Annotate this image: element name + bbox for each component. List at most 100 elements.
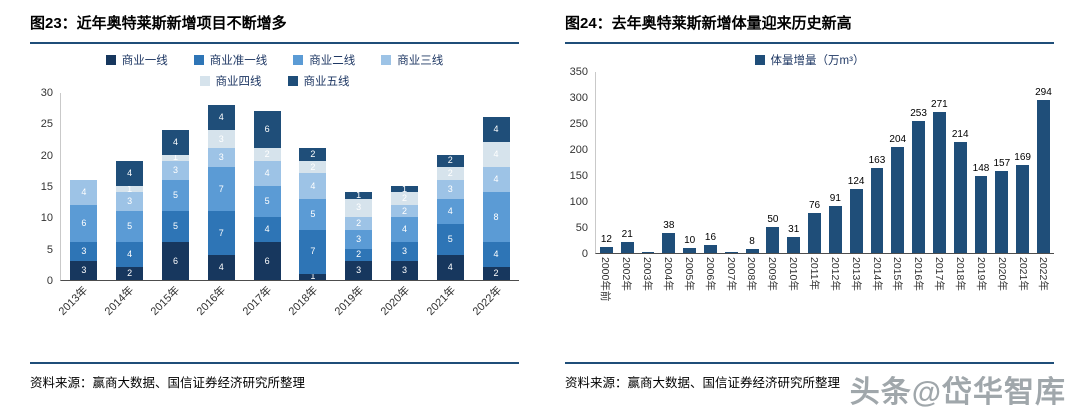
y-axis-tick-label: 300 <box>569 92 588 104</box>
y-axis-tick-label: 0 <box>581 248 588 260</box>
legend-swatch <box>105 55 116 65</box>
bar: 169 <box>1014 153 1031 253</box>
bar: 148 <box>973 164 989 253</box>
y-axis-tick-label: 250 <box>569 118 588 130</box>
bar-value-label: 204 <box>889 133 907 145</box>
legend-label: 商业二线 <box>309 55 356 67</box>
bar-stack: 2 4 5 3 1 4 <box>116 160 144 280</box>
bar-segment: 3 <box>390 242 418 262</box>
bar: 50 <box>766 215 780 253</box>
bar-segment-value: 3 <box>218 152 224 163</box>
bar-segment: 1 <box>116 183 144 194</box>
bar-segment-value: 5 <box>447 233 453 244</box>
x-axis-label: 2005年 <box>682 257 695 291</box>
bar-segment-value: 4 <box>127 249 133 260</box>
bar-segment-value: 1 <box>172 152 178 163</box>
figure-23-title: 图23：近年奥特莱斯新增项目不断增多 <box>30 12 519 44</box>
bar-segment: 4 <box>253 217 281 243</box>
bar-segment: 4 <box>253 160 281 187</box>
bar-segment-value: 2 <box>447 167 453 178</box>
bar-segment-value: 2 <box>264 149 270 160</box>
x-axis-label: 2014年 <box>103 284 137 318</box>
bar: 76 <box>808 201 821 253</box>
y-axis-tick-label: 5 <box>46 243 53 256</box>
chart-legend: 商业一线 商业准一线 商业二线 商业三线 商业四线 商业五线 <box>105 52 445 89</box>
bar-segment-value: 8 <box>493 211 499 222</box>
bar-segment-value: 7 <box>218 183 224 194</box>
bar-segment: 5 <box>253 186 281 218</box>
y-axis: 0 5 10 15 20 25 30 <box>30 88 60 287</box>
legend-item: 商业二线 <box>293 52 355 68</box>
bar-segment: 3 <box>161 160 189 180</box>
bar: 124 <box>848 176 864 253</box>
bar-value-label: 10 <box>684 234 696 246</box>
x-axis-label: 2013年 <box>57 284 91 318</box>
bar-segment: 2 <box>390 192 418 205</box>
bar-segment-value: 4 <box>218 111 224 122</box>
bar-value-label: 163 <box>868 155 886 167</box>
bar-segment: 4 <box>482 142 510 168</box>
x-axis-label: 2019年 <box>332 284 367 318</box>
figure-24-source: 资料来源：赢商大数据、国信证券经济研究所整理 <box>565 362 1054 391</box>
bar-segment: 4 <box>116 242 144 268</box>
bar-segment-value: 3 <box>401 265 407 276</box>
bar-segment-value: 2 <box>401 205 407 216</box>
y-axis-tick-label: 25 <box>40 118 53 131</box>
bar: 253 <box>910 109 927 253</box>
bar: 21 <box>620 230 634 253</box>
figure-24-title: 图24：去年奥特莱斯新增体量迎来历史新高 <box>565 12 1054 44</box>
bar: 163 <box>869 156 885 253</box>
bar-value-label: 76 <box>808 200 821 212</box>
bar-segment: 6 <box>253 110 281 149</box>
x-axis: 2000年前 2002年 2003年 2004年 2005年 2006年 2007年 2008… <box>595 254 1054 318</box>
plot-area: 12 21 38 10 16 8 50 31 76 91 124 163 204 253 271 214 148… <box>595 72 1054 254</box>
legend-item: 商业五线 <box>287 73 350 89</box>
bar-segment: 4 <box>436 254 464 280</box>
bar-value-label: 169 <box>1014 152 1031 164</box>
y-axis-tick-label: 15 <box>40 181 53 193</box>
bar <box>724 251 738 253</box>
x-axis-label: 2016年 <box>912 257 925 291</box>
bar-segment: 3 <box>345 198 373 218</box>
y-axis-tick-label: 10 <box>40 212 53 225</box>
legend-label: 商业三线 <box>397 55 444 67</box>
bar-segment-value: 3 <box>401 246 407 257</box>
bar-segment-value: 6 <box>172 255 178 266</box>
legend-swatch <box>754 55 765 65</box>
bar-value-label: 12 <box>600 233 612 245</box>
bar-segment-value: 6 <box>264 124 270 135</box>
bar-segment-value: 1 <box>127 183 133 194</box>
y-axis-tick-label: 350 <box>569 66 588 78</box>
legend-label: 体量增量（万m³） <box>770 55 865 67</box>
legend-swatch <box>381 55 392 65</box>
bar-segment-value: 4 <box>81 186 87 197</box>
bar-value-label: 21 <box>621 229 633 241</box>
bar-segment-value: 3 <box>356 202 362 213</box>
watermark: 头条@岱华智库 <box>849 376 1066 409</box>
bar-segment: 4 <box>482 242 510 268</box>
x-axis-label: 2013年 <box>849 257 862 291</box>
bar-value-label: 16 <box>704 231 717 243</box>
bar-segment: 4 <box>70 179 98 205</box>
bar-segment-value: 3 <box>356 265 362 276</box>
x-axis-label: 2002年 <box>620 257 633 291</box>
bar-segment-value: 2 <box>310 161 316 172</box>
x-axis-label: 2020年 <box>995 257 1008 291</box>
x-axis-label: 2022年 <box>1037 257 1050 291</box>
bar-segment-value: 1 <box>356 189 362 200</box>
bar-segment-value: 5 <box>127 221 133 232</box>
bar-stack: 3 2 3 2 3 1 <box>345 189 373 280</box>
bar-segment: 3 <box>390 261 418 280</box>
bar-value-label: 157 <box>993 158 1011 170</box>
bar-segment: 2 <box>345 248 373 262</box>
bar-segment-value: 2 <box>356 249 362 260</box>
x-axis-label: 2008年 <box>745 257 758 291</box>
y-axis-tick-label: 20 <box>40 149 53 162</box>
x-axis-label: 2012年 <box>828 257 841 291</box>
bar-segment: 2 <box>116 267 144 280</box>
x-axis-label: 2006年 <box>703 257 716 291</box>
bar-value-label: 8 <box>749 235 755 247</box>
